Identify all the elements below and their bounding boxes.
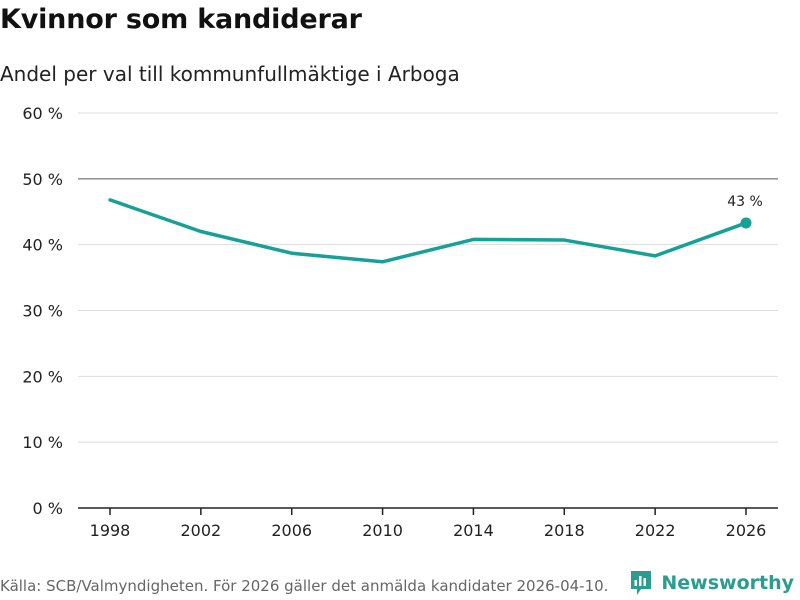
y-axis-labels: 0 % 10 % 20 % 30 % 40 % 50 % 60 %	[22, 104, 63, 518]
x-tick-label: 2010	[362, 521, 403, 540]
chart-subtitle: Andel per val till kommunfullmäktige i A…	[0, 62, 460, 86]
line-chart: 0 % 10 % 20 % 30 % 40 % 50 % 60 % 1998 2002 2006…	[22, 104, 778, 540]
source-note: Källa: SCB/Valmyndigheten. För 2026 gäll…	[0, 577, 609, 595]
brand-logo[interactable]: Newsworthy	[629, 570, 794, 596]
y-tick-label: 50 %	[22, 170, 63, 189]
y-tick-label: 30 %	[22, 302, 63, 321]
chart-title: Kvinnor som kandiderar	[0, 4, 362, 35]
x-tick-label: 2018	[544, 521, 585, 540]
series	[108, 198, 748, 264]
annotations: 43 %	[727, 194, 763, 229]
y-tick-label: 60 %	[22, 104, 63, 123]
data-point-2026	[740, 217, 752, 229]
y-tick-label: 0 %	[33, 499, 63, 518]
x-tick-label: 1998	[90, 521, 131, 540]
brand-name: Newsworthy	[661, 572, 794, 594]
newsworthy-logo-icon	[631, 571, 652, 595]
y-tick-label: 20 %	[22, 367, 63, 386]
x-tick-label: 2002	[180, 521, 221, 540]
x-tick-label: 2006	[271, 521, 312, 540]
grid-lines	[78, 112, 778, 443]
x-tick-label: 2022	[635, 521, 676, 540]
data-label: 43 %	[727, 194, 763, 210]
x-tick-label: 2014	[453, 521, 494, 540]
y-tick-label: 40 %	[22, 236, 63, 255]
x-axis: 1998 2002 2006 2010 2014 2018 2022 2026	[78, 507, 778, 540]
y-tick-label: 10 %	[22, 433, 63, 452]
series-line	[108, 198, 748, 264]
x-tick-label: 2026	[726, 521, 767, 540]
